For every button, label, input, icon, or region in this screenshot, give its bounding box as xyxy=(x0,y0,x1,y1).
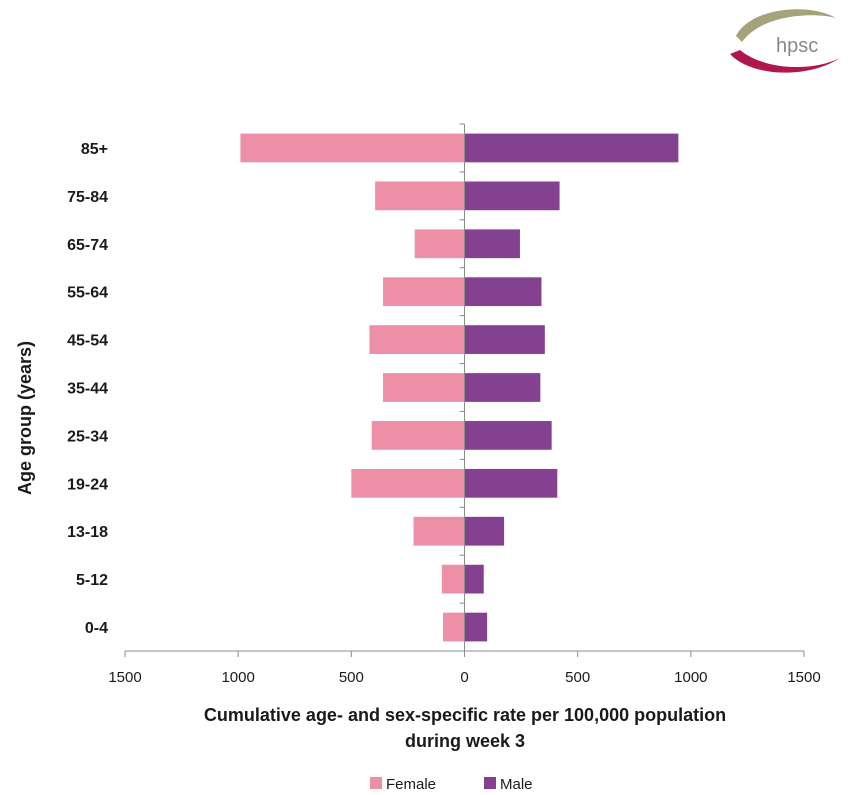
y-tick-label-65-74: 65-74 xyxy=(67,237,108,254)
bar-male-25-34 xyxy=(464,421,552,450)
x-axis-title-line2: during week 3 xyxy=(405,731,525,751)
y-tick-label-25-34: 25-34 xyxy=(67,428,108,445)
x-tick-labels: 1500 1000 500 0 500 1000 1500 xyxy=(108,669,820,686)
bar-female-0-4 xyxy=(442,612,465,642)
bar-male-19-24 xyxy=(464,468,558,498)
legend-swatch-female xyxy=(370,777,382,789)
bar-male-45-54 xyxy=(464,325,545,354)
logo-swoosh-crimson xyxy=(730,50,840,73)
bar-female-13-18 xyxy=(413,516,465,546)
y-tick-label-45-54: 45-54 xyxy=(67,333,108,350)
legend: Female Male xyxy=(370,776,533,793)
bar-female-19-24 xyxy=(351,468,465,498)
y-tick-labels: 85+ 75-84 65-74 55-64 45-54 35-44 25-34 19-24 13… xyxy=(67,141,108,637)
bar-female-55-64 xyxy=(383,277,465,307)
y-tick-label-75-84: 75-84 xyxy=(67,189,108,206)
y-tick-label-5-12: 5-12 xyxy=(76,572,108,589)
x-tick-label: 1500 xyxy=(108,669,141,686)
x-tick-label: 0 xyxy=(460,669,468,686)
bar-male-0-4 xyxy=(464,612,488,642)
bar-male-35-44 xyxy=(464,373,541,402)
bar-male-85plus xyxy=(464,133,679,163)
bar-female-65-74 xyxy=(414,229,465,259)
bar-female-5-12 xyxy=(441,564,465,594)
y-tick-label-35-44: 35-44 xyxy=(67,381,108,398)
bar-male-75-84 xyxy=(464,181,560,211)
x-axis-title-line1: Cumulative age- and sex-specific rate pe… xyxy=(204,705,726,725)
y-tick-label-19-24: 19-24 xyxy=(67,476,108,493)
bar-female-35-44 xyxy=(383,373,465,402)
y-tick-label-13-18: 13-18 xyxy=(67,524,108,541)
bar-male-55-64 xyxy=(464,277,542,307)
bar-male-5-12 xyxy=(464,564,484,594)
y-tick-label-85plus: 85+ xyxy=(81,141,108,158)
y-tick-label-55-64: 55-64 xyxy=(67,285,108,302)
x-tick-label: 500 xyxy=(339,669,364,686)
logo-text: hpsc xyxy=(776,35,818,57)
legend-swatch-male xyxy=(484,777,496,789)
x-tick-label: 1000 xyxy=(221,669,254,686)
bar-female-45-54 xyxy=(369,325,465,354)
bar-male-65-74 xyxy=(464,229,520,259)
legend-label-male: Male xyxy=(500,776,533,793)
y-axis-title: Age group (years) xyxy=(15,341,35,495)
bar-female-75-84 xyxy=(375,181,465,211)
x-tick-label: 500 xyxy=(565,669,590,686)
bar-female-85plus xyxy=(240,133,465,163)
hpsc-logo: hpsc xyxy=(730,9,840,73)
bar-male-13-18 xyxy=(464,516,505,546)
logo-swoosh-olive xyxy=(736,9,836,42)
axes-layer xyxy=(124,123,805,657)
y-tick-label-0-4: 0-4 xyxy=(85,620,108,637)
bar-female-25-34 xyxy=(371,421,465,450)
bars-layer xyxy=(240,133,679,642)
x-tick-label: 1000 xyxy=(674,669,707,686)
legend-label-female: Female xyxy=(386,776,436,793)
x-tick-label: 1500 xyxy=(787,669,820,686)
